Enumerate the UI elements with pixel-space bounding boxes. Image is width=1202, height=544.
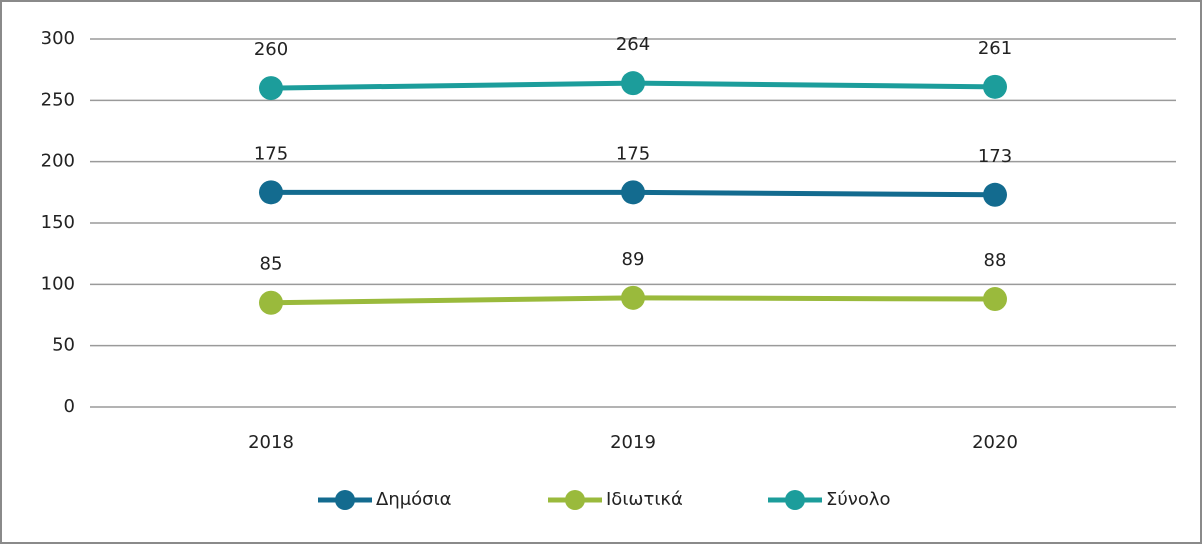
y-tick-label: 200 bbox=[41, 151, 75, 172]
y-tick-label: 300 bbox=[41, 28, 75, 49]
y-tick-label: 50 bbox=[52, 335, 75, 356]
marker bbox=[621, 180, 645, 205]
marker bbox=[983, 287, 1007, 312]
marker bbox=[259, 290, 283, 315]
data-label: 89 bbox=[622, 249, 645, 270]
y-tick-label: 150 bbox=[41, 212, 75, 233]
marker bbox=[621, 285, 645, 310]
marker bbox=[259, 76, 283, 101]
legend-marker bbox=[785, 490, 805, 510]
legend-label: Ιδιωτικά bbox=[606, 489, 683, 510]
marker bbox=[259, 180, 283, 205]
marker bbox=[621, 71, 645, 96]
data-label: 85 bbox=[260, 254, 283, 275]
data-label: 175 bbox=[616, 143, 650, 164]
legend-marker bbox=[335, 490, 355, 510]
marker bbox=[983, 182, 1007, 207]
data-label: 173 bbox=[978, 146, 1012, 167]
data-label: 175 bbox=[254, 143, 288, 164]
data-label: 88 bbox=[984, 250, 1007, 271]
y-tick-label: 250 bbox=[41, 89, 75, 110]
data-label: 260 bbox=[254, 39, 288, 60]
y-tick-label: 100 bbox=[41, 273, 75, 294]
y-tick-label: 0 bbox=[64, 396, 75, 417]
data-label: 261 bbox=[978, 38, 1012, 59]
x-tick-label: 2019 bbox=[610, 432, 656, 453]
marker bbox=[983, 74, 1007, 99]
data-label: 264 bbox=[616, 34, 650, 55]
legend-label: Σύνολο bbox=[826, 489, 891, 510]
legend-label: Δημόσια bbox=[376, 489, 452, 510]
x-tick-label: 2018 bbox=[248, 432, 294, 453]
x-tick-label: 2020 bbox=[972, 432, 1018, 453]
legend-marker bbox=[565, 490, 585, 510]
